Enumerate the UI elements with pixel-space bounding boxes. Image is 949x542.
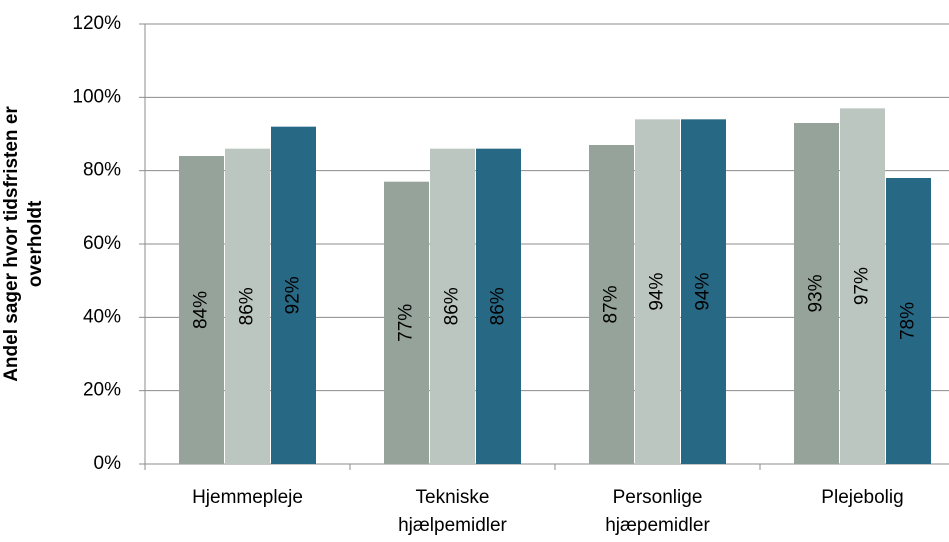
bar	[384, 181, 429, 464]
x-tick-label: Plejebolig	[821, 487, 904, 508]
bar	[681, 119, 726, 464]
value-label: 86%	[488, 287, 509, 325]
x-tick-label: Personlige hjæpemidler	[605, 487, 710, 536]
value-label: 84%	[191, 291, 212, 329]
bar	[430, 148, 475, 464]
value-label: 87%	[601, 285, 622, 323]
y-tick-label: 20%	[83, 380, 121, 401]
bar	[271, 126, 316, 465]
y-tick-label: 80%	[83, 160, 121, 181]
value-label: 92%	[283, 276, 304, 314]
value-label: 86%	[442, 287, 463, 325]
bar	[589, 145, 634, 464]
y-tick-label: 60%	[83, 233, 121, 254]
bar	[635, 119, 680, 464]
bar	[476, 148, 521, 464]
value-label: 78%	[898, 302, 919, 340]
y-axis-title: Andel sager hvor tidsfristen er overhold…	[1, 106, 46, 382]
bar	[840, 108, 885, 464]
y-tick-label: 120%	[72, 13, 121, 34]
value-label: 77%	[396, 304, 417, 342]
value-label: 94%	[647, 273, 668, 311]
value-label: 97%	[852, 267, 873, 305]
bar	[886, 178, 931, 464]
value-label: 93%	[806, 274, 827, 312]
y-tick-label: 0%	[94, 453, 122, 474]
value-label: 94%	[693, 273, 714, 311]
y-tick-label: 40%	[83, 306, 121, 327]
bar	[179, 156, 224, 464]
y-tick-label: 100%	[72, 86, 121, 107]
x-tick-label: Tekniske hjælpemidler	[398, 487, 507, 536]
bar	[794, 123, 839, 464]
value-label: 86%	[237, 287, 258, 325]
x-tick-label: Hjemmepleje	[192, 487, 303, 508]
bar	[225, 148, 270, 464]
